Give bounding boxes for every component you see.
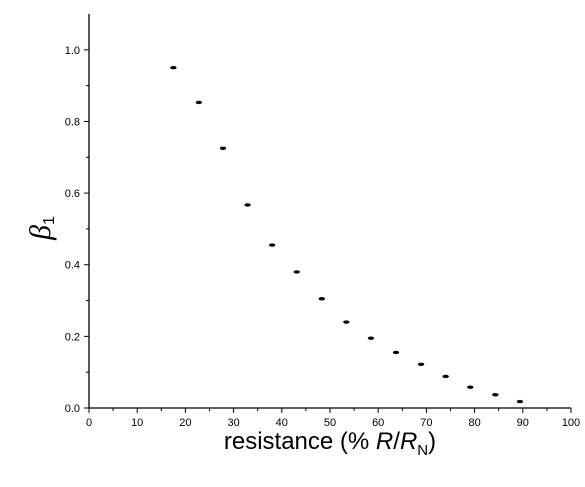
x-tick-label: 20 [179, 417, 191, 429]
x-tick-label: 30 [227, 417, 239, 429]
x-axis-label-slash: / [393, 428, 400, 455]
y-tick-label: 0.0 [65, 403, 80, 415]
x-tick-label: 10 [131, 417, 143, 429]
x-axis-label-suffix: ) [428, 428, 436, 455]
x-tick-label: 0 [86, 417, 92, 429]
x-axis-label-rn-sub: N [417, 442, 428, 459]
data-point [442, 374, 449, 379]
x-tick-label: 80 [468, 417, 480, 429]
y-axis-label-symbol: β [24, 225, 57, 241]
y-tick-label: 1.0 [65, 45, 80, 57]
data-point [219, 146, 227, 151]
x-tick-label: 70 [420, 417, 432, 429]
y-axis-ticks: 0.0 0.2 0.4 0.6 0.8 1.0 [65, 45, 89, 415]
data-point [492, 393, 499, 397]
data-point [318, 297, 326, 301]
x-tick-label: 90 [517, 417, 529, 429]
data-point [367, 336, 375, 340]
x-tick-label: 100 [562, 417, 580, 429]
data-point [392, 350, 400, 355]
y-tick-label: 0.4 [65, 260, 80, 272]
data-point [170, 66, 177, 70]
x-axis-label-rn: R [400, 428, 417, 455]
y-axis-label: β1 [24, 216, 58, 241]
data-point [268, 243, 276, 247]
y-tick-label: 0.6 [65, 188, 80, 200]
y-axis-label-sub: 1 [41, 216, 58, 225]
x-axis-label: resistance (% R/RN) [224, 428, 436, 459]
data-point [293, 270, 300, 274]
x-axis-label-r: R [376, 428, 393, 455]
data-point [417, 362, 425, 367]
data-point [343, 320, 350, 324]
y-tick-label: 0.2 [65, 331, 80, 343]
data-point [467, 385, 474, 389]
x-tick-label: 40 [276, 417, 288, 429]
data-point [244, 203, 251, 207]
axes [88, 14, 571, 409]
x-axis-ticks: 0 10 20 30 40 50 60 70 80 90 100 [86, 408, 580, 429]
x-tick-label: 50 [324, 417, 336, 429]
x-tick-label: 60 [372, 417, 384, 429]
x-axis-label-prefix: resistance (% [224, 428, 376, 455]
data-point [516, 399, 524, 404]
y-tick-label: 0.8 [65, 116, 80, 128]
data-points [170, 66, 524, 404]
data-point [195, 100, 203, 105]
